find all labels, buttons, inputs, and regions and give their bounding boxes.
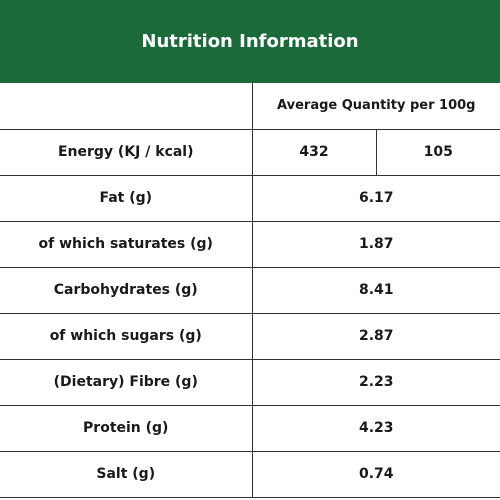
- column-header: Average Quantity per 100g: [251, 83, 500, 130]
- table-row: of which sugars (g) 2.87: [0, 312, 500, 360]
- energy-kcal-value: 105: [375, 128, 500, 176]
- row-label: Energy (KJ / kcal): [0, 128, 253, 176]
- row-label: of which sugars (g): [0, 312, 253, 360]
- row-label: (Dietary) Fibre (g): [0, 358, 253, 406]
- row-value: 2.87: [251, 312, 500, 360]
- table-row-energy: Energy (KJ / kcal) 432 105: [0, 128, 500, 176]
- row-value: 4.23: [251, 404, 500, 452]
- row-label: Carbohydrates (g): [0, 266, 253, 314]
- panel-title: Nutrition Information: [0, 0, 500, 83]
- empty-header-cell: [0, 83, 253, 130]
- table-header-row: Average Quantity per 100g: [0, 83, 500, 130]
- table-row: of which saturates (g) 1.87: [0, 220, 500, 268]
- table-row: Salt (g) 0.74: [0, 450, 500, 498]
- table-row: Fat (g) 6.17: [0, 174, 500, 222]
- row-value: 8.41: [251, 266, 500, 314]
- row-value: 0.74: [251, 450, 500, 498]
- table-row: Protein (g) 4.23: [0, 404, 500, 452]
- row-label: of which saturates (g): [0, 220, 253, 268]
- row-value: 1.87: [251, 220, 500, 268]
- row-label: Salt (g): [0, 450, 253, 498]
- row-label: Protein (g): [0, 404, 253, 452]
- table-row: (Dietary) Fibre (g) 2.23: [0, 358, 500, 406]
- row-value: 6.17: [251, 174, 500, 222]
- row-value: 2.23: [251, 358, 500, 406]
- energy-kj-value: 432: [251, 128, 377, 176]
- nutrition-table: Average Quantity per 100g Energy (KJ / k…: [0, 83, 500, 498]
- table-row: Carbohydrates (g) 8.41: [0, 266, 500, 314]
- row-label: Fat (g): [0, 174, 253, 222]
